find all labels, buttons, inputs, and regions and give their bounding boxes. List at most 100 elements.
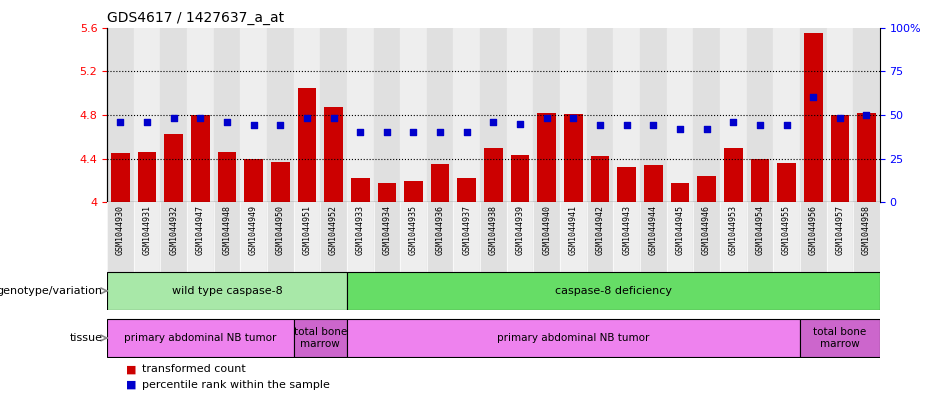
Bar [667, 28, 694, 202]
Bar [800, 28, 827, 202]
Bar [857, 113, 876, 202]
Point [433, 129, 448, 136]
Bar [511, 155, 530, 202]
Text: GSM1044947: GSM1044947 [196, 205, 205, 255]
Text: GSM1044957: GSM1044957 [835, 205, 844, 255]
Text: GSM1044943: GSM1044943 [622, 205, 631, 255]
Bar [426, 202, 453, 287]
Text: GSM1044935: GSM1044935 [409, 205, 418, 255]
Text: GSM1044948: GSM1044948 [223, 205, 232, 255]
Text: caspase-8 deficiency: caspase-8 deficiency [555, 286, 672, 296]
Text: GSM1044940: GSM1044940 [542, 205, 551, 255]
Text: GSM1044951: GSM1044951 [303, 205, 311, 255]
Text: total bone
marrow: total bone marrow [813, 327, 867, 349]
Bar [191, 115, 209, 202]
Text: percentile rank within the sample: percentile rank within the sample [142, 380, 331, 390]
Bar [614, 28, 640, 202]
Bar [187, 202, 213, 287]
Bar [160, 28, 187, 202]
Bar [614, 202, 640, 287]
Point [832, 115, 847, 121]
Text: GSM1044934: GSM1044934 [383, 205, 391, 255]
Bar [724, 148, 743, 202]
Point [486, 119, 501, 125]
Bar [324, 107, 343, 202]
Point [380, 129, 395, 136]
Bar [351, 178, 370, 202]
Text: GSM1044938: GSM1044938 [489, 205, 498, 255]
Text: genotype/variation: genotype/variation [0, 286, 102, 296]
Point [220, 119, 235, 125]
Bar [107, 272, 347, 310]
Text: GSM1044937: GSM1044937 [463, 205, 471, 255]
Text: GSM1044933: GSM1044933 [356, 205, 365, 255]
Bar [240, 28, 267, 202]
Bar [213, 202, 240, 287]
Bar [587, 28, 614, 202]
Bar [426, 28, 453, 202]
Bar [160, 202, 187, 287]
Text: GSM1044954: GSM1044954 [755, 205, 764, 255]
Point [859, 112, 874, 118]
Bar [774, 28, 800, 202]
Bar [244, 159, 263, 202]
Text: GSM1044952: GSM1044952 [329, 205, 338, 255]
Bar [218, 152, 236, 202]
Text: wild type caspase-8: wild type caspase-8 [171, 286, 282, 296]
Text: ■: ■ [126, 364, 136, 375]
Bar [293, 319, 347, 357]
Bar [373, 202, 400, 287]
Text: GSM1044956: GSM1044956 [809, 205, 817, 255]
Bar [453, 202, 480, 287]
Bar [107, 319, 293, 357]
Bar [320, 202, 347, 287]
Bar [803, 33, 822, 202]
Bar [617, 167, 636, 202]
Point [193, 115, 208, 121]
Bar [564, 114, 583, 202]
Bar [506, 28, 533, 202]
Bar [453, 28, 480, 202]
Bar [694, 28, 720, 202]
Text: GSM1044949: GSM1044949 [250, 205, 258, 255]
Bar [774, 202, 800, 287]
Point [779, 122, 794, 129]
Text: transformed count: transformed count [142, 364, 246, 375]
Point [406, 129, 421, 136]
Text: primary abdominal NB tumor: primary abdominal NB tumor [124, 333, 277, 343]
Bar [240, 202, 267, 287]
Bar [827, 202, 853, 287]
Bar [720, 28, 747, 202]
Point [300, 115, 315, 121]
Bar [644, 165, 663, 202]
Bar [800, 319, 880, 357]
Point [592, 122, 607, 129]
Bar [480, 28, 506, 202]
Bar [165, 134, 183, 202]
Point [805, 94, 820, 101]
Bar [400, 28, 426, 202]
Bar [107, 28, 134, 202]
Bar [404, 180, 423, 202]
Point [752, 122, 767, 129]
Bar [213, 28, 240, 202]
Text: total bone
marrow: total bone marrow [293, 327, 347, 349]
Bar [587, 202, 614, 287]
Text: GSM1044942: GSM1044942 [596, 205, 604, 255]
Bar [777, 163, 796, 202]
Bar [697, 176, 716, 202]
Text: GSM1044950: GSM1044950 [276, 205, 285, 255]
Bar [533, 28, 560, 202]
Bar [827, 28, 853, 202]
Bar [320, 28, 347, 202]
Bar [267, 202, 293, 287]
Bar [373, 28, 400, 202]
Text: GSM1044930: GSM1044930 [115, 205, 125, 255]
Point [113, 119, 128, 125]
Bar [347, 28, 373, 202]
Bar [107, 202, 134, 287]
Bar [853, 202, 880, 287]
Bar [506, 202, 533, 287]
Text: GSM1044958: GSM1044958 [862, 205, 871, 255]
Bar [187, 28, 213, 202]
